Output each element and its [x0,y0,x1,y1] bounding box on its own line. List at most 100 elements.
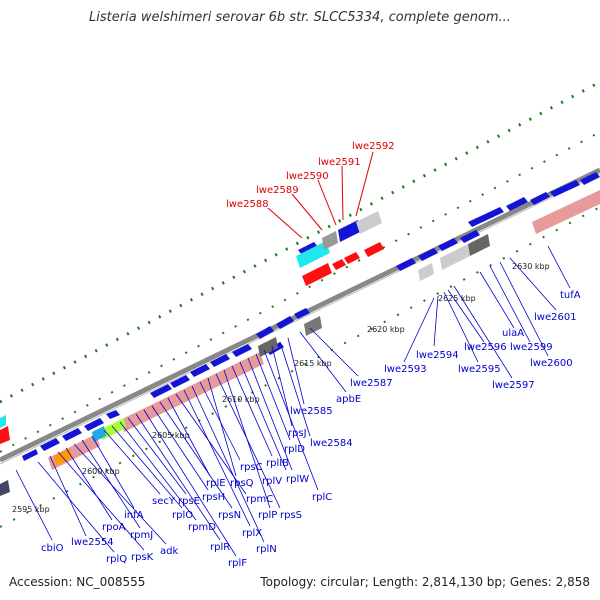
upper-strand-genes[interactable] [22,172,600,461]
gene-label[interactable]: rpsC [240,462,263,473]
cyan-block [92,426,106,442]
gene-arrow[interactable] [460,230,480,243]
leader-line [355,151,374,217]
gene-label-red[interactable]: lwe2589 [256,185,299,196]
gene-label[interactable]: lwe2594 [416,350,459,361]
gene-label[interactable]: lwe2584 [310,438,353,449]
gene-label[interactable]: lwe2595 [458,364,501,375]
gene-arrow[interactable] [190,364,210,377]
gene-label[interactable]: rplD [284,444,305,455]
gene-label[interactable]: rpsJ [288,428,307,439]
gene-arrow[interactable] [438,238,458,251]
gene-label-red[interactable]: lwe2592 [352,141,395,152]
gene-arrow[interactable] [276,316,294,329]
gene-label[interactable]: rplP [258,510,277,521]
gene-label[interactable]: rplC [312,492,332,503]
genome-title: Listeria welshimeri serovar 6b str. SLCC… [89,10,511,25]
red-gene[interactable] [302,263,332,286]
gene-arrow[interactable] [40,438,60,451]
gene-label[interactable]: rplR [210,542,230,553]
red-gene[interactable] [364,242,384,257]
gene-arrow[interactable] [210,354,230,367]
gene-label[interactable]: rplO [172,510,193,521]
grey-block [304,316,322,336]
edge-block [0,415,6,428]
gene-label[interactable]: secY [152,496,176,507]
gene-arrow[interactable] [150,384,172,398]
gene-arrow[interactable] [396,258,416,271]
gene-arrow[interactable] [232,344,252,357]
gene-label[interactable]: cbiO [41,543,64,554]
green-block [100,418,126,440]
gene-arrow[interactable] [580,172,600,185]
red-gene[interactable] [344,252,360,264]
gene-label[interactable]: rpsE [178,496,200,507]
highlight-labels: lwe2588 lwe2589 lwe2590 lwe2591 lwe2592 [226,141,395,239]
gene-label[interactable]: lwe2554 [71,537,114,548]
blue-gene[interactable] [338,220,360,242]
gene-label[interactable]: rplF [228,558,247,569]
grey-gene[interactable] [356,211,382,234]
gene-label[interactable]: rpmD [188,522,216,533]
gene-label[interactable]: rplV [262,476,282,487]
gene-label[interactable]: infA [124,510,144,521]
gene-label[interactable]: rplQ [106,554,127,565]
gene-label[interactable]: adk [160,546,178,557]
gene-label-red[interactable]: lwe2590 [286,171,329,182]
gene-label[interactable]: rplN [256,544,277,555]
gene-arrow[interactable] [84,418,104,431]
kbp-label: 2625 kbp [438,294,476,303]
kbp-label: 2595 kbp [12,505,50,514]
gene-arrow[interactable] [530,192,550,205]
gene-label[interactable]: lwe2593 [384,364,427,375]
gene-label[interactable]: rpsS [280,510,302,521]
gene-label[interactable]: rpmJ [130,530,153,541]
upper-gene-labels: cbiO rplQ lwe2554 rpsK rpoA adk rpmJ inf… [15,327,393,569]
gene-arrow[interactable] [506,197,528,211]
gene-label[interactable]: lwe2599 [510,342,553,353]
grey-blocks [0,234,490,496]
gene-arrow[interactable] [106,410,120,419]
gene-label[interactable]: rplIB [266,458,289,469]
gene-label[interactable]: rpsK [131,552,154,563]
gene-arrow[interactable] [550,180,580,197]
gene-arrow[interactable] [62,428,82,441]
gene-label[interactable]: rplX [242,528,262,539]
gene-arrow[interactable] [256,326,274,339]
gene-label-red[interactable]: lwe2591 [318,157,361,168]
genome-axis-shadow [0,173,600,465]
gene-arrow[interactable] [418,248,438,261]
leader-line [341,165,344,221]
gene-label[interactable]: lwe2585 [290,406,333,417]
gene-arrow[interactable] [468,207,504,227]
gene-label[interactable]: lwe2596 [464,342,507,353]
gene-label[interactable]: rpoA [102,522,126,533]
kbp-label: 2605 kbp [152,431,190,440]
kbp-label: 2600 kbp [82,467,120,476]
gene-label[interactable]: rplE [206,478,226,489]
highlighted-cluster[interactable] [296,211,384,286]
grey-gene[interactable] [322,231,338,250]
gene-label[interactable]: rplW [286,474,309,485]
cyan-gene[interactable] [296,241,330,268]
gene-label[interactable]: lwe2587 [350,378,393,389]
gene-label[interactable]: lwe2597 [492,380,535,391]
gene-arrow[interactable] [298,242,318,255]
gene-label-red[interactable]: lwe2588 [226,199,269,210]
gene-label[interactable]: apbE [336,394,361,405]
gene-label[interactable]: rpsN [218,510,241,521]
gene-arrow[interactable] [170,375,190,388]
gene-arrow[interactable] [22,449,38,461]
red-gene[interactable] [332,259,346,270]
gene-label[interactable]: rpsH [202,492,225,503]
gene-arrow[interactable] [294,308,310,319]
grey-block [0,480,10,496]
gene-label[interactable]: lwe2600 [530,358,573,369]
gene-label[interactable]: rpsQ [230,478,254,489]
gene-label[interactable]: tufA [560,290,581,301]
gene-label[interactable]: ulaA [502,328,524,339]
gene-label[interactable]: rpmC [246,494,273,505]
kbp-label: 2615 kbp [294,359,332,368]
gene-label[interactable]: lwe2601 [534,312,577,323]
